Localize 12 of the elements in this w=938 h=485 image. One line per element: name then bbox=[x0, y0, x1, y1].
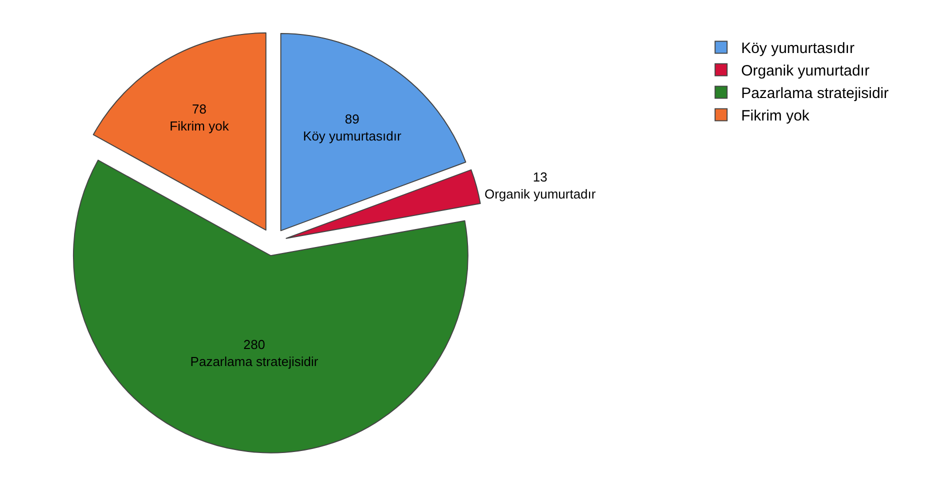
legend-label: Pazarlama stratejisidir bbox=[741, 85, 889, 102]
slice-label: Fikrim yok bbox=[170, 118, 230, 134]
slice-label: Pazarlama stratejisidir bbox=[190, 354, 319, 369]
data-label: 89 bbox=[344, 112, 360, 127]
legend-label: Organik yumurtadır bbox=[741, 62, 870, 80]
slice-label: Organik yumurtadır bbox=[484, 186, 596, 202]
data-label: 78 bbox=[192, 102, 206, 116]
slice-label: Köy yumurtasıdır bbox=[303, 128, 402, 144]
legend-label: Köy yumurtasıdır bbox=[741, 40, 854, 58]
data-label: 280 bbox=[243, 336, 266, 352]
data-label: 13 bbox=[532, 169, 548, 184]
legend-label: Fikrim yok bbox=[741, 108, 810, 125]
